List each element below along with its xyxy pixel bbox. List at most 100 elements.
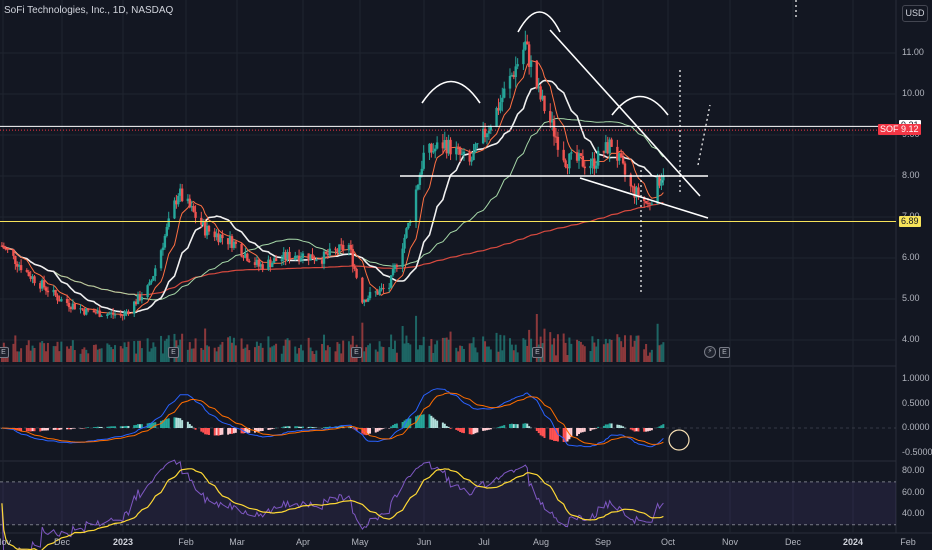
candle-body [33, 276, 36, 284]
volume-bar [436, 340, 439, 362]
earnings-event-icon[interactable]: E [719, 347, 730, 358]
volume-bar [405, 335, 408, 362]
volume-bar [31, 345, 34, 362]
macd-histogram-bar [271, 428, 274, 430]
candle-body [481, 128, 485, 144]
candle-body [516, 64, 519, 67]
macd-histogram-bar [650, 428, 653, 431]
volume-bar [462, 348, 465, 362]
candle-body [522, 49, 525, 65]
news-bolt-icon[interactable]: ⚡ [704, 346, 716, 358]
volume-bar [447, 339, 450, 362]
price-tick-label: 4.00 [902, 334, 920, 344]
macd-histogram-bar [551, 428, 554, 440]
volume-bar [620, 341, 623, 362]
volume-bar [192, 348, 195, 362]
volume-bar [645, 343, 648, 362]
macd-histogram-bar [296, 426, 299, 428]
volume-bar [564, 342, 567, 362]
volume-bar [324, 350, 327, 362]
volume-bar [45, 351, 48, 362]
volume-bar [610, 339, 613, 362]
candle-body [391, 268, 395, 276]
macd-histogram-bar [148, 422, 151, 428]
macd-histogram-bar [52, 428, 55, 430]
candle-body [246, 253, 249, 261]
time-tick-label: Aug [532, 537, 550, 547]
candle-body [510, 74, 514, 76]
volume-bar [606, 343, 609, 362]
volume-bar [242, 348, 245, 362]
macd-panel[interactable] [0, 388, 896, 451]
earnings-event-icon[interactable]: E [351, 347, 362, 358]
candle-body [259, 264, 262, 267]
earnings-event-icon[interactable]: E [168, 347, 179, 358]
earnings-event-icon[interactable]: E [0, 347, 9, 358]
volume-bar [604, 338, 607, 362]
candle-body [161, 247, 165, 251]
volume-bar [309, 347, 312, 362]
rsi-panel[interactable] [0, 459, 896, 550]
volume-bar [616, 334, 619, 362]
macd-histogram-bar [510, 423, 513, 428]
candle-body [660, 180, 663, 186]
volume-bar [18, 351, 21, 362]
volume-bar [138, 340, 141, 362]
volume-bar [81, 349, 84, 362]
candle-body [313, 259, 316, 261]
candle-body [261, 264, 264, 270]
candle-body [322, 251, 326, 264]
chart-title: SoFi Technologies, Inc., 1D, NASDAQ [4, 5, 174, 16]
candle-body [40, 280, 44, 289]
candle-body [556, 136, 560, 150]
candle-body [326, 253, 330, 256]
macd-histogram-bar [165, 418, 168, 428]
candle-body [455, 147, 458, 155]
macd-histogram-bar [528, 426, 531, 428]
volume-bar [160, 335, 163, 362]
volume-bar [445, 337, 448, 362]
macd-histogram-bar [150, 422, 153, 428]
candle-body [457, 147, 460, 149]
volume-bar [485, 346, 488, 362]
earnings-event-icon[interactable]: E [532, 347, 543, 358]
candle-body [232, 241, 236, 248]
candle-body [635, 187, 638, 198]
candle-body [430, 143, 433, 153]
macd-histogram-bar [108, 426, 111, 428]
candle-body [514, 66, 517, 78]
candle-body [16, 263, 19, 267]
macd-histogram-bar [541, 428, 544, 437]
candle-body [165, 226, 168, 236]
macd-histogram-bar [192, 427, 195, 429]
volume-bar [244, 347, 247, 362]
volume-bar [501, 350, 504, 362]
macd-histogram-bar [255, 428, 258, 432]
volume-bar [275, 343, 278, 362]
volume-bar [27, 340, 30, 362]
volume-bar [631, 346, 634, 362]
price-tick-label: 6.00 [902, 252, 920, 262]
volume-bar [267, 336, 270, 362]
volume-bar [658, 345, 661, 362]
candle-body [595, 165, 598, 169]
volume-bar [516, 352, 519, 362]
macd-histogram-bar [637, 428, 640, 432]
volume-bar [361, 322, 364, 362]
candle-body [31, 276, 34, 279]
candle-body [56, 295, 59, 301]
candle-body [527, 44, 531, 67]
pattern-drawings[interactable] [400, 0, 797, 292]
macd-histogram-bar [83, 428, 86, 429]
candle-body [108, 313, 111, 315]
macd-histogram-bar [484, 428, 487, 431]
volume-bar [39, 342, 42, 362]
volume-bar [200, 347, 203, 362]
currency-button[interactable]: USD [902, 5, 928, 22]
candle-body [472, 152, 475, 161]
candle-body [650, 203, 654, 205]
macd-histogram-bar [338, 426, 341, 428]
macd-histogram-bar [58, 428, 61, 430]
macd-histogram-bar [301, 426, 304, 428]
